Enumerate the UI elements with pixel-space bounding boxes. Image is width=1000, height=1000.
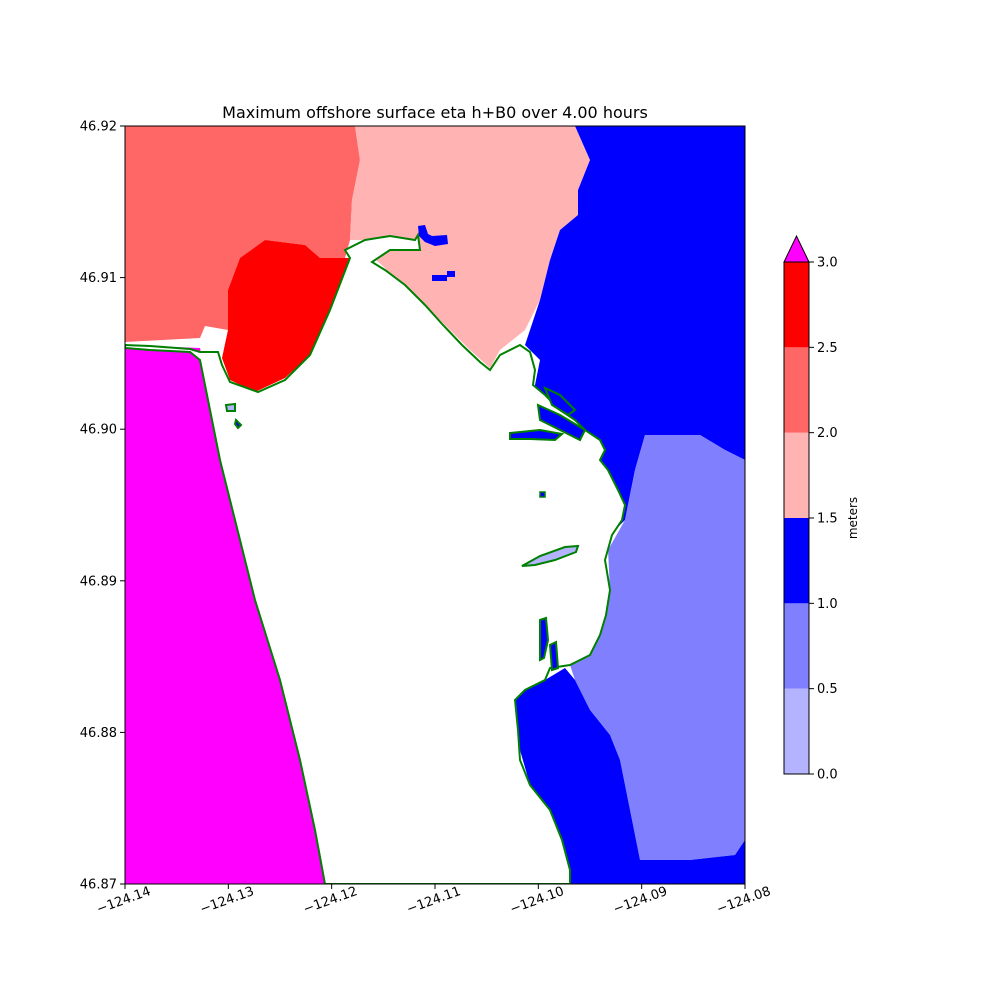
region-magenta-zone <box>125 345 325 884</box>
region-light-pink-zone <box>350 126 590 368</box>
colorbar-bin <box>784 262 809 348</box>
y-tick-label: 46.92 <box>80 120 117 135</box>
region-blue-zone-south <box>512 668 745 884</box>
x-tick-label: −124.12 <box>301 884 359 917</box>
x-tick-label: −124.09 <box>611 884 669 917</box>
colorbar-tick-label: 3.0 <box>817 256 838 271</box>
colorbar-bin <box>784 603 809 689</box>
y-tick-label: 46.87 <box>80 878 117 893</box>
x-tick-label: −124.08 <box>715 884 773 917</box>
colorbar-bins <box>784 262 809 774</box>
plot-title: Maximum offshore surface eta h+B0 over 4… <box>222 103 648 122</box>
colorbar-bin <box>784 432 809 518</box>
y-tick-label: 46.91 <box>80 271 117 286</box>
colorbar-tick-label: 1.5 <box>817 512 838 527</box>
colorbar-label: meters <box>846 497 860 539</box>
map-plot-area <box>125 126 745 884</box>
inlet-patch <box>521 544 580 567</box>
x-tick-label: −124.11 <box>405 884 463 917</box>
x-tick-label: −124.10 <box>508 884 566 917</box>
region-medium-blue-zone <box>570 435 745 860</box>
islet-tiny <box>539 491 546 498</box>
marsh-strip-lower <box>548 640 560 672</box>
colorbar-ticks: 0.0 0.5 1.0 1.5 2.0 2.5 3.0 <box>809 256 838 783</box>
colorbar-bin <box>784 347 809 433</box>
region-red-zone <box>222 240 350 392</box>
colorbar-bin <box>784 518 809 604</box>
x-tick-label: −124.13 <box>198 884 256 917</box>
y-tick-label: 46.88 <box>80 726 117 741</box>
channel-arm-west <box>509 428 565 442</box>
channel-arm-east <box>543 386 577 417</box>
y-axis-ticks: 46.87 46.88 46.89 46.90 46.91 46.92 <box>80 120 125 893</box>
colorbar-tick-label: 2.5 <box>817 341 838 356</box>
blue-spot-north <box>418 225 448 246</box>
marsh-strip-upper <box>539 616 550 662</box>
colorbar-tick-label: 1.0 <box>817 597 838 612</box>
land-mass <box>125 232 627 884</box>
channel-arm-mid <box>536 403 587 442</box>
island-small-south <box>233 418 243 430</box>
y-tick-label: 46.89 <box>80 574 117 589</box>
x-axis-ticks: −124.14 −124.13 −124.12 −124.11 −124.10 −124.… <box>95 884 773 917</box>
colorbar-extend-triangle <box>783 234 810 263</box>
colorbar-tick-label: 0.0 <box>817 768 838 783</box>
region-bright-red-zone <box>125 126 360 342</box>
colorbar: 0.0 0.5 1.0 1.5 2.0 2.5 3.0 meters <box>783 234 860 783</box>
blue-spot-mid <box>432 271 455 281</box>
y-tick-label: 46.90 <box>80 423 117 438</box>
colorbar-bin <box>784 688 809 774</box>
island-small-west <box>224 402 236 412</box>
colorbar-tick-label: 2.0 <box>817 426 838 441</box>
colorbar-tick-label: 0.5 <box>817 682 838 697</box>
